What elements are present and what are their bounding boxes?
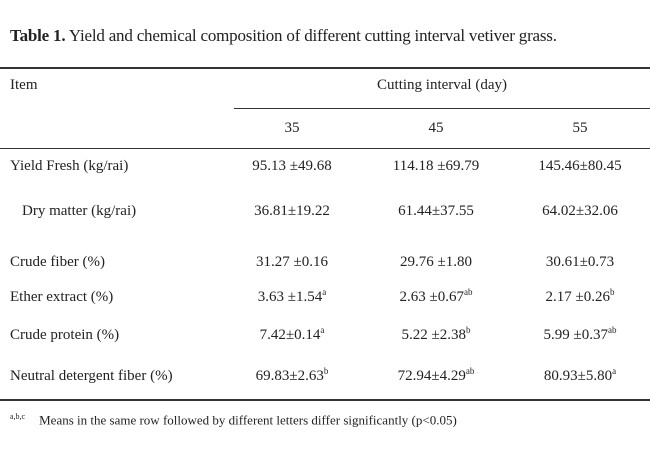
cell-value: 64.02±32.06 [542,203,618,219]
header-col-55: 55 [572,120,588,136]
table-cell: 145.46±80.45 [510,158,650,175]
cell-value: 36.81±19.22 [254,203,330,219]
table-cell: 2.17 ±0.26b [510,287,650,306]
top-rule [0,67,650,69]
significance-letter: b [323,366,329,376]
table-row: Dry matter (kg/rai) 36.81±19.22 61.44±37.5… [0,203,650,227]
table-cell: 2.63 ±0.67ab [366,287,506,306]
cell-value: 29.76 ±1.80 [400,254,472,270]
table-cell: 36.81±19.22 [222,203,362,220]
header-bottom-rule [0,148,650,149]
header-col-45: 45 [428,120,444,136]
significance-letter: a [320,325,325,335]
cell-value: 2.17 ±0.26 [545,289,610,305]
cell-value: 95.13 ±49.68 [252,158,332,174]
row-label: Dry matter (kg/rai) [22,203,137,219]
cell-value: 72.94±4.29 [397,368,466,384]
significance-letter: a [322,287,327,297]
cell-value: 3.63 ±1.54 [257,289,323,305]
footnote: a,b,c Means in the same row followed by d… [10,412,457,428]
significance-letter: ab [607,325,617,335]
table-caption-text: Yield and chemical composition of differ… [68,26,557,45]
header-group-rule [234,108,650,109]
table-row: Crude protein (%) 7.42±0.14a 5.22 ±2.38b 5.… [0,325,650,351]
table-cell: 61.44±37.55 [366,203,506,220]
table-cell: 114.18 ±69.79 [366,158,506,175]
table-cell: 72.94±4.29ab [366,366,506,385]
significance-letter: a [612,366,617,376]
cell-value: 145.46±80.45 [538,158,622,174]
table-cell: 3.63 ±1.54a [222,287,362,306]
table-row: Yield Fresh (kg/rai) 95.13 ±49.68 114.18 ±… [0,158,650,182]
table-caption-label: Table 1. [10,26,66,45]
bottom-rule [0,399,650,401]
cell-value: 61.44±37.55 [398,203,474,219]
cell-value: 31.27 ±0.16 [256,254,328,270]
cell-value: 5.22 ±2.38 [401,327,466,343]
significance-letter: b [609,287,615,297]
footnote-mark: a,b,c [10,412,26,421]
cell-value: 7.42±0.14 [259,327,321,343]
table-cell: 80.93±5.80a [510,366,650,385]
header-cutting-interval: Cutting interval (day) [377,77,507,93]
row-label: Crude protein (%) [10,327,120,343]
header-item: Item [10,77,38,93]
cell-value: 80.93±5.80 [543,368,613,384]
row-label: Ether extract (%) [10,289,114,305]
table-cell: 95.13 ±49.68 [222,158,362,175]
table-cell: 31.27 ±0.16 [222,254,362,271]
row-label: Yield Fresh (kg/rai) [10,158,129,174]
cell-value: 69.83±2.63 [255,368,324,384]
significance-letter: ab [463,287,473,297]
significance-letter: ab [465,366,475,376]
footnote-text: Means in the same row followed by differ… [39,412,457,428]
table-row: Neutral detergent fiber (%) 69.83±2.63b 72… [0,366,650,392]
header-col-35: 35 [284,120,300,136]
table-cell: 5.22 ±2.38b [366,325,506,344]
cell-value: 2.63 ±0.67 [399,289,464,305]
table-cell: 29.76 ±1.80 [366,254,506,271]
row-label: Crude fiber (%) [10,254,105,270]
significance-letter: b [465,325,471,335]
table-cell: 30.61±0.73 [510,254,650,271]
row-label: Neutral detergent fiber (%) [10,368,173,384]
table-row: Crude fiber (%) 31.27 ±0.16 29.76 ±1.80 30.… [0,254,650,278]
table-caption: Table 1. Yield and chemical composition … [10,26,557,46]
table-cell: 69.83±2.63b [222,366,362,385]
cell-value: 5.99 ±0.37 [543,327,608,343]
table-cell: 5.99 ±0.37ab [510,325,650,344]
table-cell: 7.42±0.14a [222,325,362,344]
table-cell: 64.02±32.06 [510,203,650,220]
cell-value: 114.18 ±69.79 [392,158,480,174]
table-row: Ether extract (%) 3.63 ±1.54a 2.63 ±0.67ab… [0,287,650,313]
cell-value: 30.61±0.73 [545,254,615,270]
